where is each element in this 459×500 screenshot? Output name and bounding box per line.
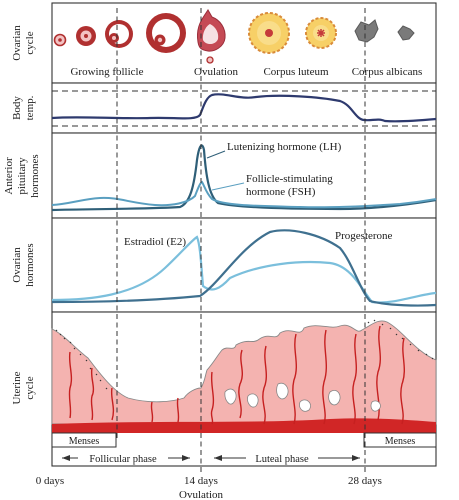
follicle-icon-3	[105, 20, 133, 48]
day-0-label: 0 days	[36, 475, 64, 487]
ovulation-axis-label: Ovulation	[179, 489, 223, 500]
luteal-phase-label: Luteal phase	[255, 454, 309, 465]
follicle-icon-2	[76, 26, 96, 46]
fsh-leader-line	[211, 182, 245, 191]
lh-curve	[51, 144, 437, 212]
follicle-icon-4	[146, 13, 186, 53]
menses-box-right	[363, 432, 437, 448]
ovulation-icon	[197, 9, 226, 64]
ovarian-hormones-label-line2: hormones	[24, 243, 36, 286]
pituitary-label-line2: pituitary	[16, 157, 28, 195]
fsh-curve	[51, 180, 437, 209]
progesterone-curve	[51, 229, 437, 307]
ovarian-cycle-label-line1: Ovarian	[11, 25, 23, 61]
corpus-albicans-icon-1	[354, 19, 379, 43]
pituitary-label-line1: Anterior	[3, 157, 15, 195]
body-temp-label-line1: Body	[11, 96, 23, 120]
ovarian-cycle-label-line2: cycle	[24, 31, 36, 54]
estradiol-label: Estradiol (E2)	[124, 236, 186, 248]
ovulation-stage-label: Ovulation	[194, 66, 238, 78]
menses-right-label: Menses	[385, 436, 416, 447]
fsh-label-line2: hormone (FSH)	[246, 186, 316, 198]
corpus-albicans-label: Corpus albicans	[352, 66, 423, 78]
uterine-cycle-label-line1: Uterine	[11, 371, 23, 404]
pituitary-label-line3: hormones	[29, 154, 41, 197]
growing-follicle-label: Growing follicle	[70, 66, 143, 78]
follicle-icons	[53, 9, 415, 64]
corpus-albicans-icon-2	[397, 25, 415, 41]
follicle-icon-1	[53, 33, 67, 47]
fsh-label-line1: Follicle-stimulating	[246, 173, 333, 185]
lh-leader-line	[206, 150, 226, 159]
day-28-label: 28 days	[348, 475, 382, 487]
corpus-luteum-icon-1	[248, 12, 290, 54]
ovarian-hormones-panel	[51, 217, 437, 313]
ovarian-hormones-label-line1: Ovarian	[11, 247, 23, 283]
uterine-cycle-label-line2: cycle	[24, 376, 36, 399]
menses-left-label: Menses	[69, 436, 100, 447]
lh-label: Lutenizing hormone (LH)	[227, 141, 342, 153]
body-temp-label-line2: temp.	[24, 95, 36, 120]
uterine-lining-drawing	[51, 319, 437, 433]
progesterone-label: Progesterone	[335, 230, 393, 242]
uterine-basal-layer	[52, 418, 436, 433]
pituitary-hormones-panel	[51, 132, 437, 219]
body-temp-curve	[51, 93, 437, 123]
corpus-luteum-label: Corpus luteum	[263, 66, 329, 78]
corpus-luteum-icon-2	[305, 17, 337, 49]
day-14-label: 14 days	[184, 475, 218, 487]
follicular-phase-label: Follicular phase	[89, 454, 157, 465]
menses-box-left	[51, 432, 117, 448]
